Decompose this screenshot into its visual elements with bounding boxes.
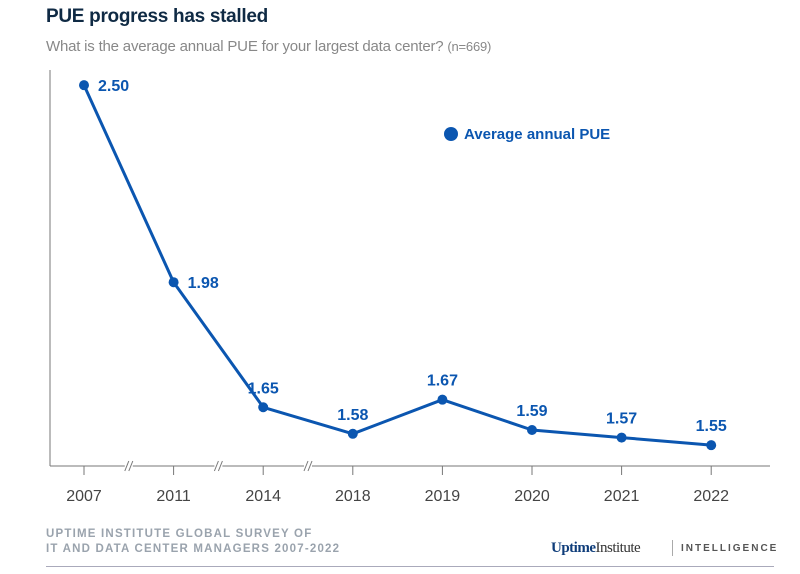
x-tick-label: 2018 [335, 488, 371, 505]
uptime-institute-logo: UptimeInstitute [551, 540, 641, 556]
data-label: 2.50 [98, 78, 129, 95]
data-label: 1.59 [516, 403, 547, 420]
data-point [437, 394, 448, 405]
sample-size: (n=669) [447, 39, 492, 54]
axis-break-mark [213, 460, 219, 472]
axis-break-mark [217, 460, 223, 472]
chart-subtitle: What is the average annual PUE for your … [46, 38, 491, 55]
legend-label: Average annual PUE [464, 126, 610, 143]
axis-break-mark [124, 460, 130, 472]
axis-break-gap [304, 463, 312, 469]
source-line-2: IT AND DATA CENTER MANAGERS 2007-2022 [46, 543, 341, 555]
intelligence-label: INTELLIGENCE [681, 543, 779, 554]
x-tick-label: 2019 [425, 488, 461, 505]
data-point [706, 440, 717, 451]
chart-title: PUE progress has stalled [46, 6, 268, 27]
data-point [347, 428, 358, 439]
data-label: 1.98 [188, 275, 219, 292]
axis-break-mark [303, 460, 309, 472]
axis-break-gap [124, 463, 133, 469]
data-point [616, 432, 627, 443]
data-label: 1.65 [248, 380, 279, 397]
x-tick-label: 2021 [604, 488, 640, 505]
x-tick-label: 2014 [245, 488, 281, 505]
axis-break-mark [307, 460, 313, 472]
data-label: 1.55 [696, 418, 727, 435]
x-tick-label: 2022 [693, 488, 729, 505]
data-point [168, 277, 179, 288]
x-tick-label: 2011 [156, 488, 191, 505]
x-tick-label: 2020 [514, 488, 550, 505]
data-label: 1.67 [427, 373, 458, 390]
source-line-1: UPTIME INSTITUTE GLOBAL SURVEY OF [46, 528, 313, 540]
data-point [258, 402, 269, 413]
subtitle-question: What is the average annual PUE for your … [46, 38, 444, 55]
source-note: UPTIME INSTITUTE GLOBAL SURVEY OF IT AND … [46, 527, 340, 557]
data-point [79, 80, 89, 91]
axis-break-gap [214, 463, 223, 469]
x-tick-label: 2007 [66, 488, 102, 505]
data-label: 1.57 [606, 411, 637, 428]
series-line [82, 84, 712, 447]
data-point [527, 425, 537, 435]
legend-marker [444, 127, 458, 141]
data-label: 1.58 [337, 407, 368, 424]
footer-rule [46, 566, 774, 567]
axis-break-mark [128, 460, 134, 472]
logo-divider [672, 540, 673, 556]
